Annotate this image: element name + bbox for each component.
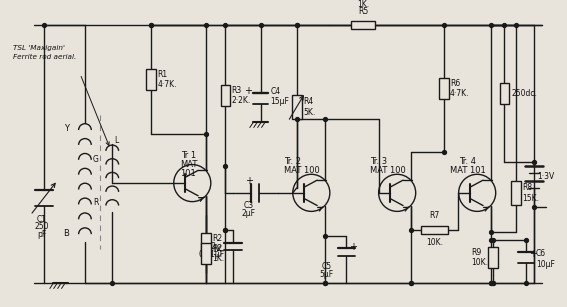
FancyBboxPatch shape bbox=[201, 233, 211, 255]
Text: Tr. 4: Tr. 4 bbox=[459, 157, 476, 166]
Text: R7: R7 bbox=[429, 211, 439, 220]
Text: B: B bbox=[64, 229, 69, 238]
Text: Tr 1: Tr 1 bbox=[181, 151, 196, 160]
Text: Y: Y bbox=[64, 124, 69, 133]
FancyBboxPatch shape bbox=[500, 83, 509, 104]
FancyBboxPatch shape bbox=[201, 243, 211, 264]
FancyBboxPatch shape bbox=[511, 181, 521, 204]
Text: 101: 101 bbox=[180, 169, 196, 178]
Text: 1·3V: 1·3V bbox=[538, 172, 555, 181]
Text: C2: C2 bbox=[207, 242, 217, 251]
Text: Ferrite rod aerial.: Ferrite rod aerial. bbox=[12, 54, 76, 60]
FancyBboxPatch shape bbox=[352, 21, 375, 29]
Text: R6
4·7K.: R6 4·7K. bbox=[450, 79, 469, 98]
Text: MAT 100: MAT 100 bbox=[284, 166, 320, 175]
Text: TSL 'Maxigain': TSL 'Maxigain' bbox=[12, 45, 65, 52]
Text: R4
5K.: R4 5K. bbox=[303, 97, 316, 117]
Text: +: + bbox=[529, 249, 537, 259]
Text: R1
4·7K.: R1 4·7K. bbox=[157, 70, 177, 89]
Text: +: + bbox=[244, 86, 252, 96]
Text: R2
1K.: R2 1K. bbox=[212, 234, 224, 254]
Text: +: + bbox=[349, 243, 357, 252]
FancyBboxPatch shape bbox=[292, 95, 302, 119]
Text: MAT: MAT bbox=[180, 160, 197, 169]
Text: 2μF: 2μF bbox=[242, 209, 256, 218]
Text: C3: C3 bbox=[244, 201, 254, 210]
Text: Tr. 3: Tr. 3 bbox=[370, 157, 387, 166]
Text: L: L bbox=[114, 136, 119, 145]
Text: R2
1K.: R2 1K. bbox=[212, 244, 224, 263]
Text: R3
2·2K.: R3 2·2K. bbox=[231, 86, 251, 105]
Text: C1: C1 bbox=[37, 215, 47, 224]
FancyBboxPatch shape bbox=[421, 226, 448, 234]
Text: 250dc.: 250dc. bbox=[511, 89, 537, 98]
Text: 10K.: 10K. bbox=[426, 238, 443, 247]
Text: C4
15μF: C4 15μF bbox=[270, 87, 289, 106]
Text: R9
10K.: R9 10K. bbox=[471, 247, 488, 267]
FancyBboxPatch shape bbox=[488, 247, 498, 268]
Text: pF: pF bbox=[37, 230, 46, 239]
Text: C6
10μF: C6 10μF bbox=[536, 250, 555, 269]
Text: G: G bbox=[93, 155, 99, 164]
Text: 0·01μF: 0·01μF bbox=[198, 250, 225, 259]
FancyBboxPatch shape bbox=[221, 84, 230, 106]
FancyBboxPatch shape bbox=[146, 69, 156, 90]
Text: 250: 250 bbox=[35, 223, 49, 231]
Text: R: R bbox=[93, 198, 98, 207]
Text: C5: C5 bbox=[322, 262, 332, 271]
Text: Tr. 2: Tr. 2 bbox=[284, 157, 301, 166]
Text: MAT 101: MAT 101 bbox=[450, 166, 485, 175]
Text: +: + bbox=[245, 176, 253, 186]
Text: 1K.: 1K. bbox=[357, 0, 369, 10]
Text: 5μF: 5μF bbox=[320, 270, 334, 279]
Text: R8
15K.: R8 15K. bbox=[522, 183, 539, 203]
Text: MAT 100: MAT 100 bbox=[370, 166, 405, 175]
Text: R5: R5 bbox=[358, 7, 368, 16]
FancyBboxPatch shape bbox=[439, 78, 449, 99]
